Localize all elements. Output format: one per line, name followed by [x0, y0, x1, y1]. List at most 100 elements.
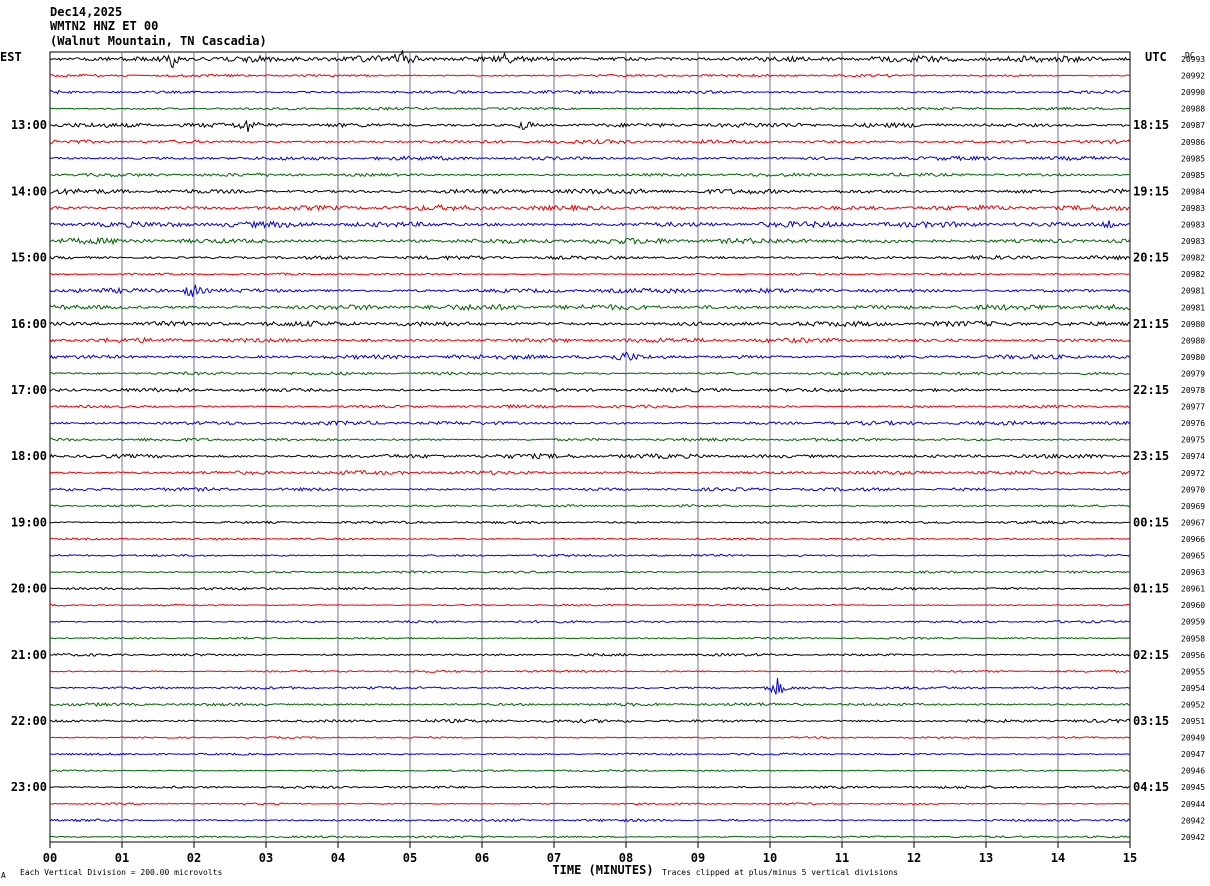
left-hour-label: 22:00 — [11, 714, 47, 728]
right-hour-label: 22:15 — [1133, 383, 1169, 397]
dc-offset-label: 20977 — [1181, 403, 1205, 412]
trace-row-1 — [49, 73, 1131, 78]
dc-offset-label: 20982 — [1181, 254, 1205, 263]
trace-row-35 — [49, 636, 1131, 640]
dc-offset-label: 20965 — [1181, 552, 1205, 561]
dc-offset-label: 20974 — [1181, 452, 1205, 461]
right-hour-label: 18:15 — [1133, 118, 1169, 132]
trace-row-7 — [49, 172, 1131, 178]
x-axis-label: TIME (MINUTES) — [552, 863, 653, 877]
right-hour-label: 01:15 — [1133, 582, 1169, 596]
dc-offset-label: 20951 — [1181, 717, 1205, 726]
trace-row-32 — [49, 586, 1131, 591]
trace-row-45 — [49, 802, 1131, 806]
plot-frame — [49, 51, 1131, 843]
trace-row-8 — [49, 187, 1131, 196]
trace-row-22 — [49, 419, 1131, 426]
left-hour-label: 18:00 — [11, 449, 47, 463]
dc-offset-label: 20979 — [1181, 369, 1205, 378]
x-tick-label: 13 — [979, 851, 993, 865]
left-hour-label: 16:00 — [11, 317, 47, 331]
left-hour-label: 21:00 — [11, 648, 47, 662]
left-hour-labels: 13:00 14:00 15:00 16:00 17:00 18:00 19:00 20:00… — [11, 118, 47, 794]
trace-row-40 — [49, 718, 1131, 724]
dc-offset-label: 20985 — [1181, 171, 1205, 180]
station-name: (Walnut Mountain, TN Cascadia) — [50, 34, 267, 48]
x-tick-label: 12 — [907, 851, 921, 865]
seismic-traces — [49, 49, 1131, 839]
x-tick-label: 01 — [115, 851, 129, 865]
dc-offset-label: 20993 — [1181, 55, 1205, 64]
trace-row-6 — [49, 155, 1131, 162]
trace-row-20 — [49, 387, 1131, 393]
trace-row-16 — [49, 319, 1131, 328]
corner-mark: A — [1, 871, 6, 880]
dc-offset-label: 20983 — [1181, 204, 1205, 213]
dc-offset-label: 20945 — [1181, 783, 1205, 792]
trace-row-13 — [49, 272, 1131, 276]
trace-row-10 — [49, 219, 1131, 229]
x-tick-label: 10 — [763, 851, 777, 865]
trace-row-24 — [49, 452, 1131, 460]
dc-offset-label: 20984 — [1181, 187, 1205, 196]
x-tick-label: 14 — [1051, 851, 1065, 865]
dc-offset-label: 20944 — [1181, 800, 1205, 809]
dc-offset-label: 20986 — [1181, 138, 1205, 147]
trace-row-14 — [49, 283, 1131, 297]
x-tick-label: 15 — [1123, 851, 1137, 865]
dc-offset-label: 20967 — [1181, 518, 1205, 527]
dc-offset-label: 20963 — [1181, 568, 1205, 577]
trace-row-30 — [49, 553, 1131, 558]
trace-row-33 — [49, 603, 1131, 607]
trace-row-43 — [49, 769, 1131, 773]
dc-offset-label: 20983 — [1181, 237, 1205, 246]
trace-row-36 — [49, 652, 1131, 657]
record-date: Dec14,2025 — [50, 5, 122, 19]
dc-offset-label: 20988 — [1181, 105, 1205, 114]
left-hour-label: 23:00 — [11, 780, 47, 794]
left-hour-label: 14:00 — [11, 184, 47, 198]
trace-row-23 — [49, 437, 1131, 443]
dc-offset-label: 20942 — [1181, 833, 1205, 842]
right-hour-labels: 18:15 19:15 20:15 21:15 22:15 23:15 00:15 01:15… — [1133, 118, 1169, 794]
trace-row-26 — [49, 486, 1131, 493]
right-hour-label: 02:15 — [1133, 648, 1169, 662]
right-hour-label: 20:15 — [1133, 251, 1169, 265]
trace-row-39 — [49, 701, 1131, 707]
dc-offset-label: 20946 — [1181, 767, 1205, 776]
trace-row-17 — [49, 336, 1131, 344]
trace-row-31 — [49, 570, 1131, 574]
trace-row-37 — [49, 669, 1131, 674]
dc-offset-labels: 20993 20992 20990 20988 20987 20986 20985 20985… — [1181, 55, 1205, 842]
dc-offset-label: 20956 — [1181, 651, 1205, 660]
trace-row-21 — [49, 403, 1131, 409]
left-timezone: EST — [0, 50, 22, 64]
dc-offset-label: 20982 — [1181, 270, 1205, 279]
dc-offset-label: 20958 — [1181, 634, 1205, 643]
x-tick-label: 02 — [187, 851, 201, 865]
x-tick-label: 09 — [691, 851, 705, 865]
trace-row-47 — [49, 835, 1131, 839]
trace-row-2 — [49, 89, 1131, 95]
dc-offset-label: 20969 — [1181, 502, 1205, 511]
trace-row-18 — [49, 351, 1131, 361]
dc-offset-label: 20947 — [1181, 750, 1205, 759]
trace-row-42 — [49, 752, 1131, 756]
x-tick-label: 11 — [835, 851, 849, 865]
dc-offset-label: 20980 — [1181, 336, 1205, 345]
trace-row-25 — [49, 470, 1131, 476]
x-axis-ticks: 00 01 02 03 04 05 06 07 08 09 10 11 12 13 14 15 — [43, 842, 1137, 865]
right-hour-label: 19:15 — [1133, 184, 1169, 198]
channel-id: WMTN2 HNZ ET 00 — [50, 19, 158, 33]
trace-row-27 — [49, 503, 1131, 508]
trace-row-29 — [49, 537, 1131, 541]
dc-offset-label: 20987 — [1181, 121, 1205, 130]
trace-row-28 — [49, 520, 1131, 525]
dc-offset-label: 20966 — [1181, 535, 1205, 544]
dc-offset-label: 20970 — [1181, 485, 1205, 494]
dc-offset-label: 20978 — [1181, 386, 1205, 395]
right-hour-label: 04:15 — [1133, 780, 1169, 794]
left-hour-label: 17:00 — [11, 383, 47, 397]
trace-row-15 — [49, 303, 1131, 312]
